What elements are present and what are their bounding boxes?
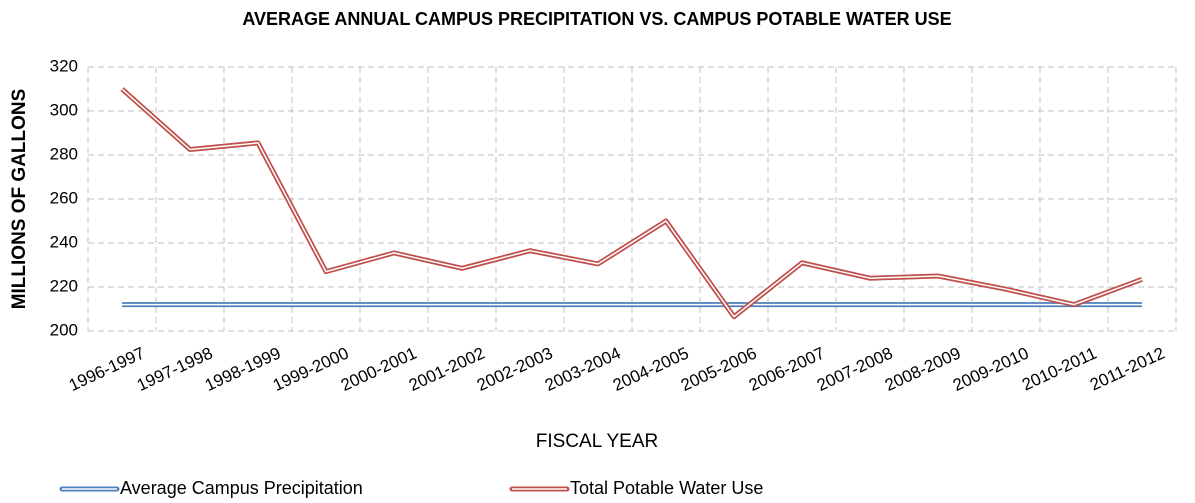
x-tick-label: 1999-2000 (270, 343, 352, 395)
x-tick-label: 2007-2008 (814, 343, 896, 395)
y-tick-label: 240 (50, 232, 78, 251)
y-tick-label: 220 (50, 276, 78, 295)
legend-label: Average Campus Precipitation (120, 478, 363, 498)
x-tick-label: 2009-2010 (950, 343, 1032, 395)
series-line-core (121, 88, 1143, 318)
x-tick-label: 1996-1997 (66, 343, 148, 395)
y-tick-label: 260 (50, 188, 78, 207)
x-tick-label: 2003-2004 (542, 343, 624, 395)
x-tick-label: 2011-2012 (1087, 343, 1168, 394)
x-tick-label: 2001-2002 (406, 343, 488, 395)
x-tick-label: 2010-2011 (1019, 343, 1100, 394)
y-tick-label: 300 (50, 100, 78, 119)
y-tick-label: 320 (50, 56, 78, 75)
legend-label: Total Potable Water Use (570, 478, 763, 498)
x-tick-label: 2004-2005 (610, 343, 692, 395)
x-tick-label: 2000-2001 (338, 343, 420, 395)
x-tick-label: 2002-2003 (474, 343, 556, 395)
x-tick-label: 1998-1999 (202, 343, 284, 395)
x-tick-label: 2008-2009 (882, 343, 964, 395)
chart-title: AVERAGE ANNUAL CAMPUS PRECIPITATION VS. … (242, 9, 951, 29)
x-axis-label: FISCAL YEAR (536, 431, 659, 452)
y-tick-label: 280 (50, 144, 78, 163)
y-axis-label: MILLIONS OF GALLONS (9, 89, 30, 310)
x-tick-label: 2005-2006 (678, 343, 760, 395)
y-tick-label: 200 (50, 320, 78, 339)
x-tick-label: 1997-1998 (134, 343, 216, 395)
x-tick-label: 2006-2007 (746, 343, 828, 395)
